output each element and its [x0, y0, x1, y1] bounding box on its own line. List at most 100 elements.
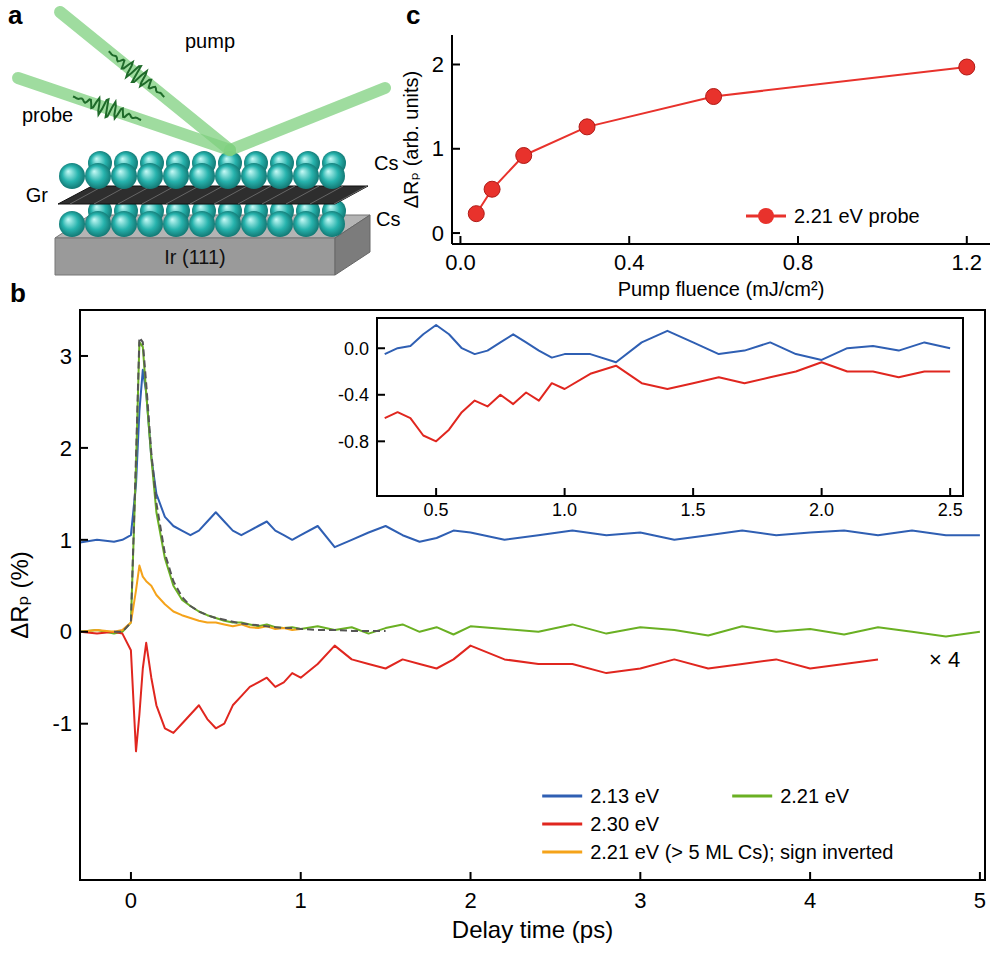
y-tick — [80, 539, 88, 541]
x-tick-label: 1 — [295, 888, 307, 913]
legend-label: 2.30 eV — [590, 813, 660, 835]
cs-atom-top — [85, 163, 111, 189]
y-tick — [452, 148, 460, 150]
y-tick-label: 1 — [60, 528, 72, 553]
series-line — [385, 325, 950, 362]
cs-atom-top — [59, 163, 85, 189]
y-tick — [80, 447, 88, 449]
x-tick — [821, 488, 823, 496]
wave-packet — [73, 97, 141, 121]
y-tick-label: 0 — [432, 221, 444, 246]
frame — [377, 318, 963, 496]
cs-atom-bottom — [111, 211, 137, 237]
cs-label: Cs — [376, 208, 400, 230]
x-tick-label: 4 — [804, 888, 816, 913]
wave-packet — [109, 51, 165, 97]
substrate-front — [55, 238, 335, 275]
series-line — [80, 566, 301, 632]
x-tick-label: 2 — [464, 888, 476, 913]
x-tick — [979, 872, 981, 880]
diagram: aIr (111)GrCsCspumpprobe — [8, 0, 400, 275]
y-tick — [80, 723, 88, 725]
point — [959, 59, 975, 75]
series-line — [114, 338, 386, 632]
x-tick-label: 0.4 — [614, 250, 645, 275]
panel-c: 0.00.40.81.2012Pump fluence (mJ/cm²)ΔRₚ … — [400, 0, 990, 300]
y-tick-label: 1 — [432, 136, 444, 161]
x-tick-label: 1.5 — [681, 500, 706, 520]
x-tick — [809, 872, 811, 880]
y-tick — [377, 440, 385, 442]
data-group — [468, 59, 975, 222]
cs-atom-bottom — [293, 211, 319, 237]
legend-swatch — [542, 851, 582, 854]
series-line — [385, 362, 950, 441]
cs-atom-bottom — [215, 211, 241, 237]
panel-b-inset: 0.51.01.52.02.50.0-0.4-0.8 — [338, 318, 963, 520]
beam — [230, 88, 385, 150]
x-axis-title: Delay time (ps) — [452, 916, 613, 943]
y-tick — [452, 232, 460, 234]
x-tick — [435, 488, 437, 496]
x-axis-title: Pump fluence (mJ/cm²) — [618, 278, 825, 300]
pump-label: pump — [185, 30, 235, 52]
panel-letter: c — [406, 0, 420, 30]
beam — [18, 78, 230, 150]
substrate-label: Ir (111) — [164, 246, 226, 268]
cs-atom-top — [137, 163, 163, 189]
y-tick-label: -0.8 — [338, 432, 369, 452]
point — [484, 181, 500, 197]
annotation: × 4 — [929, 647, 960, 672]
frame — [80, 310, 985, 880]
x-tick — [470, 872, 472, 880]
probe-label: probe — [22, 104, 73, 126]
legend: 2.13 eV2.21 eV2.30 eV2.21 eV (> 5 ML Cs)… — [542, 785, 893, 863]
legend-label: 2.21 eV (> 5 ML Cs); sign inverted — [590, 841, 893, 863]
cs-atom-bottom — [241, 211, 267, 237]
x-tick-label: 0.8 — [783, 250, 814, 275]
graphene — [58, 186, 368, 204]
data-group — [385, 325, 950, 441]
legend: 2.21 eV probe — [746, 205, 920, 227]
cs-atom-bottom — [267, 211, 293, 237]
panel-b: 012345-10123Delay time (ps)ΔRₚ (%)b× 42.… — [6, 278, 986, 943]
x-tick-label: 1.0 — [552, 500, 577, 520]
x-tick-label: 1.2 — [951, 250, 982, 275]
x-tick — [300, 872, 302, 880]
panel-letter: b — [10, 278, 26, 308]
x-tick-label: 0 — [125, 888, 137, 913]
cs-atom-top — [215, 163, 241, 189]
cs-atom-bottom — [137, 211, 163, 237]
y-axis-title: ΔRₚ (arb. units) — [400, 71, 422, 209]
y-tick-label: 0.0 — [344, 339, 369, 359]
x-tick — [639, 872, 641, 880]
x-tick — [564, 488, 566, 496]
x-tick — [628, 236, 630, 244]
cs-atom-bottom — [59, 211, 85, 237]
x-tick — [966, 236, 968, 244]
legend-swatch — [732, 795, 772, 798]
series-line — [80, 632, 878, 752]
cs-atom-bottom — [189, 211, 215, 237]
cs-atom-top — [293, 163, 319, 189]
point — [516, 148, 532, 164]
point — [706, 89, 722, 105]
legend-label: 2.21 eV probe — [794, 205, 920, 227]
y-tick — [80, 631, 88, 633]
y-tick — [452, 63, 460, 65]
cs-atom-top — [189, 163, 215, 189]
cs-atom-top — [111, 163, 137, 189]
cs-atom-bottom — [319, 211, 345, 237]
cs-atom-top — [163, 163, 189, 189]
x-axis — [452, 243, 990, 245]
y-axis-title: ΔRₚ (%) — [6, 551, 33, 639]
figure: aIr (111)GrCsCspumpprobe012345-10123Dela… — [0, 0, 1005, 953]
panel-letter: a — [8, 0, 23, 30]
legend-swatch — [542, 823, 582, 826]
x-tick — [459, 236, 461, 244]
x-tick-label: 0.0 — [445, 250, 476, 275]
x-tick — [692, 488, 694, 496]
point — [579, 119, 595, 135]
legend-label: 2.13 eV — [590, 785, 660, 807]
cs-label: Cs — [374, 152, 398, 174]
